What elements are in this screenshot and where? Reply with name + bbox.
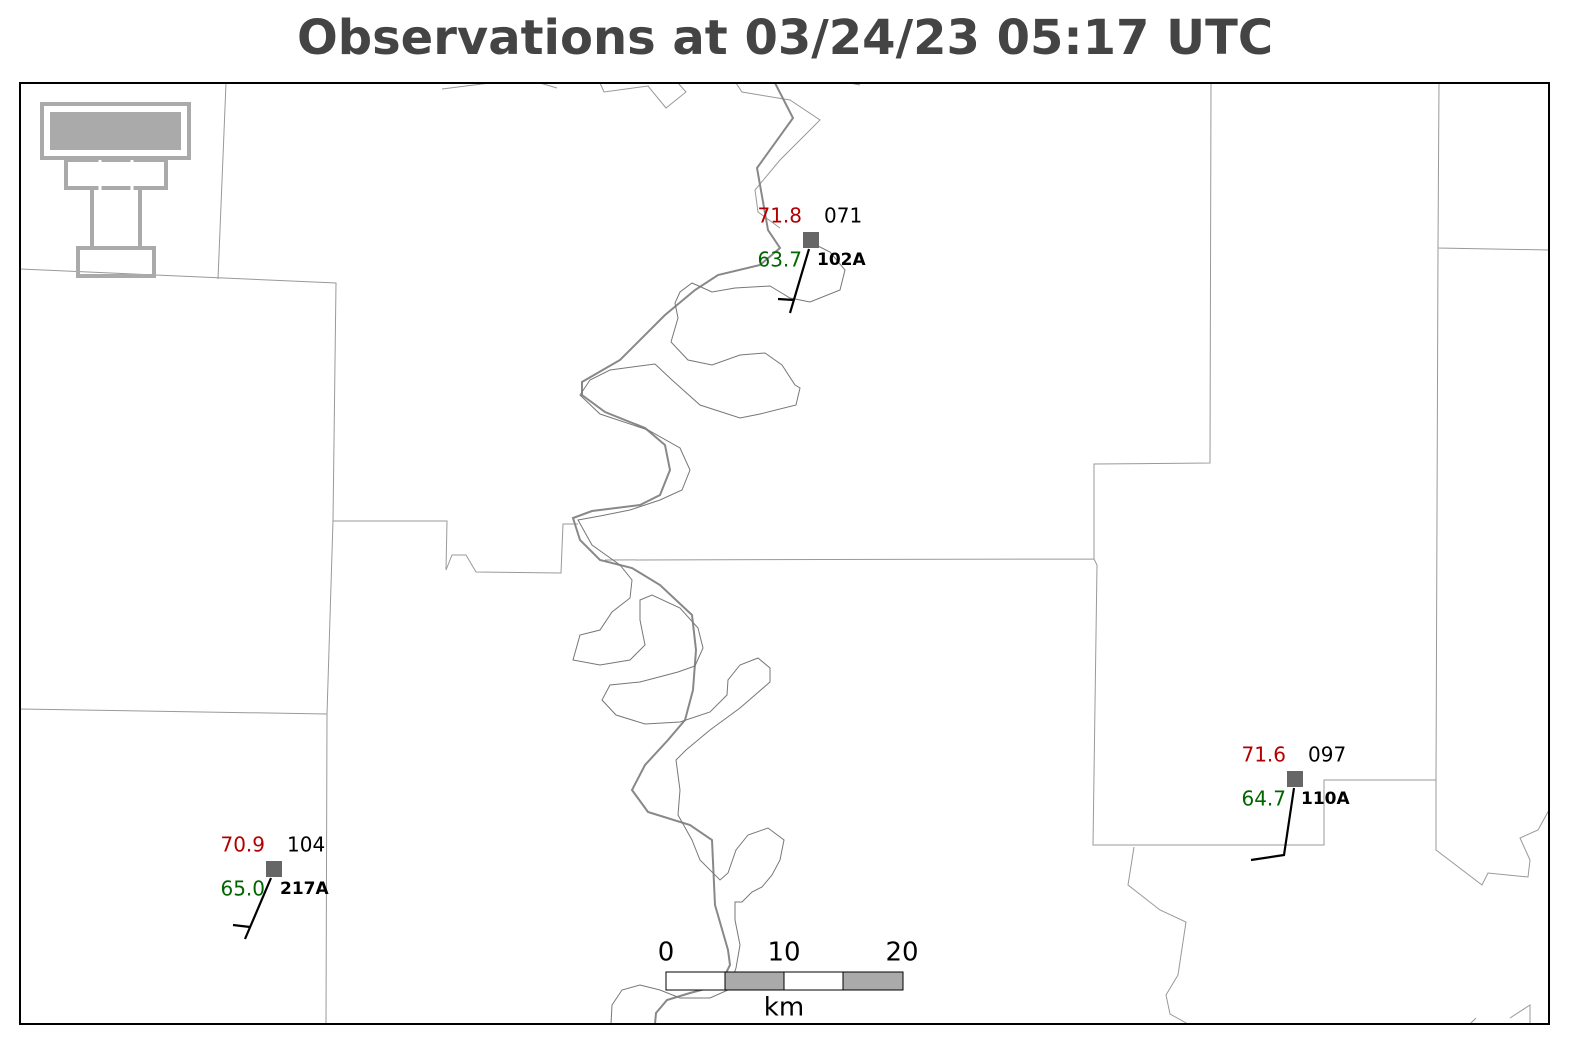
station-plot: 71.6 097 64.7 110A: [1241, 743, 1350, 811]
scale-label: 0: [658, 938, 675, 968]
station-id: 217A: [280, 879, 329, 899]
station-plots: 71.8 071 63.7 102A 71.6 097 64.7 110A 70.9 104 65.…: [220, 204, 1350, 901]
logo: [40, 102, 191, 278]
dewpoint: 63.7: [757, 248, 802, 272]
station-plot: 71.8 071 63.7 102A: [757, 204, 866, 272]
wind-barbs: [232, 248, 1296, 940]
station-id: 110A: [1301, 789, 1350, 809]
dewpoint: 65.0: [220, 877, 265, 901]
scale-bar: 0 10 20 km: [658, 938, 919, 1023]
temperature: 71.6: [1241, 743, 1286, 767]
map-title: Observations at 03/24/23 05:17 UTC: [297, 10, 1273, 66]
scale-label: 20: [885, 938, 918, 968]
scale-unit: km: [764, 993, 804, 1023]
station-id: 102A: [817, 250, 866, 270]
scale-label: 10: [767, 938, 800, 968]
pressure: 097: [1308, 743, 1346, 767]
temperature: 70.9: [220, 833, 265, 857]
station-marker: [1287, 771, 1303, 787]
station-marker: [266, 861, 282, 877]
station-plot: 70.9 104 65.0 217A: [220, 833, 329, 901]
pressure: 104: [287, 833, 325, 857]
pressure: 071: [824, 204, 862, 228]
station-marker: [803, 232, 819, 248]
dewpoint: 64.7: [1241, 787, 1286, 811]
temperature: 71.8: [757, 204, 802, 228]
map-frame: [19, 82, 1550, 1025]
